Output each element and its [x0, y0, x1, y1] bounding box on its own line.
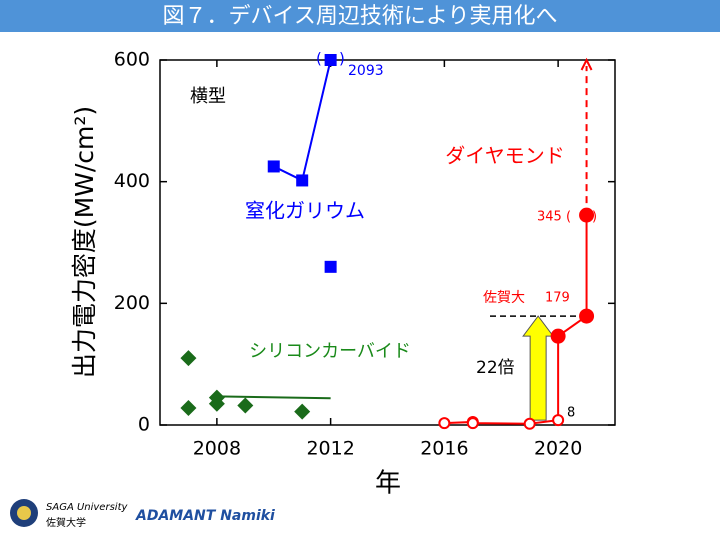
- y-tick-label: 200: [114, 292, 150, 314]
- offscale-arrowhead: [580, 57, 593, 71]
- annotation: 横型: [190, 86, 226, 107]
- annotation: ): [592, 210, 597, 225]
- open-circle-marker: [552, 414, 565, 427]
- gain-arrow: [522, 315, 555, 421]
- open-circle-marker: [466, 417, 479, 430]
- square-marker: [324, 260, 337, 273]
- filled-circle-marker: [579, 308, 595, 324]
- annotation: ダイヤモンド: [445, 144, 564, 168]
- annotation: 2093: [348, 63, 384, 79]
- filled-circle-marker: [579, 207, 595, 223]
- saga-logo: [10, 499, 38, 527]
- annotation: 179: [545, 291, 570, 306]
- open-circle-marker: [438, 417, 451, 430]
- company-logo: ADAMANT Namiki: [135, 508, 275, 524]
- university-ja: 佐賀大学: [46, 516, 86, 529]
- plot-frame: [159, 59, 616, 426]
- square-marker: [267, 160, 280, 173]
- annotation: 22倍: [476, 358, 515, 378]
- diamond-marker: [180, 399, 197, 416]
- y-tick-label: 0: [138, 414, 150, 436]
- university-en: SAGA University: [46, 502, 128, 513]
- series-line: [216, 395, 331, 400]
- y-axis-label: 出力電力密度(MW/cm²): [70, 106, 99, 378]
- square-marker: [324, 54, 337, 66]
- annotation: ): [339, 50, 345, 68]
- annotation: シリコンカーバイド: [249, 341, 411, 362]
- diamond-marker: [294, 403, 311, 420]
- slide-title: 図７．デバイス周辺技術により実用化へ: [163, 4, 558, 29]
- annotation: 345 (: [537, 210, 571, 225]
- title-bar: [0, 0, 720, 32]
- x-tick-label: 2020: [534, 438, 582, 460]
- series-line: [273, 59, 332, 182]
- diamond-marker: [237, 397, 254, 414]
- annotation: 佐賀大: [483, 290, 525, 306]
- series-line: [444, 215, 588, 425]
- open-circle-marker: [523, 417, 536, 430]
- annotation: 8: [567, 406, 575, 421]
- square-marker: [296, 174, 309, 187]
- y-tick-label: 400: [114, 170, 150, 192]
- logo-emblem-inner: [17, 506, 31, 520]
- annotation: (: [316, 50, 322, 68]
- diamond-marker: [208, 395, 225, 412]
- diamond-marker: [180, 350, 197, 367]
- x-axis-label: 年: [375, 469, 401, 499]
- filled-circle-marker: [550, 328, 566, 344]
- x-tick-label: 2016: [420, 438, 468, 460]
- y-tick-label: 600: [114, 49, 150, 71]
- x-tick-label: 2008: [193, 438, 241, 460]
- annotation: 窒化ガリウム: [245, 199, 365, 223]
- x-tick-label: 2012: [306, 438, 354, 460]
